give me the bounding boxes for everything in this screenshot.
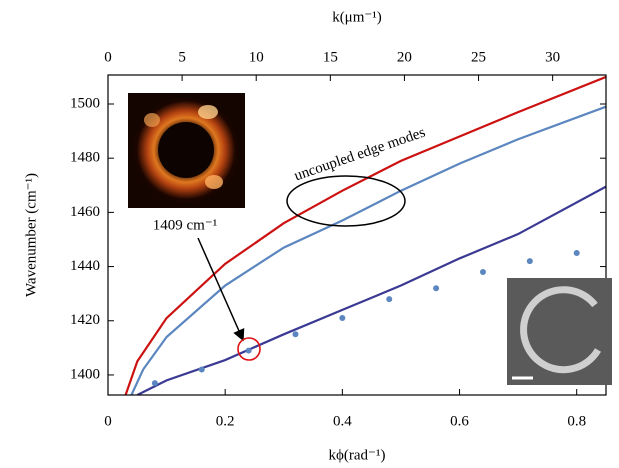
data-point (246, 348, 252, 354)
data-point (527, 258, 533, 264)
y-tick-label: 1420 (70, 312, 100, 328)
x-tick-label: 0.2 (216, 413, 235, 429)
x-tick-label: 0.4 (333, 413, 352, 429)
data-point (386, 296, 392, 302)
chart: Wavenumber (cm⁻¹) kϕ(rad⁻¹) k(μm⁻¹) 1400… (0, 0, 619, 468)
data-point (574, 250, 580, 256)
data-point (480, 269, 486, 275)
x-axis-label: kϕ(rad⁻¹) (329, 447, 386, 463)
data-point (433, 285, 439, 291)
y-tick-label: 1440 (70, 258, 100, 274)
data-point (152, 380, 158, 386)
x2-tick-label: 15 (323, 49, 338, 65)
inset-optical (128, 93, 245, 208)
inset-sem (507, 278, 612, 385)
x2-tick-label: 25 (471, 49, 486, 65)
y-tick-label: 1460 (70, 204, 100, 220)
data-point (339, 315, 345, 321)
x-tick-label: 0 (104, 413, 112, 429)
data-point (292, 331, 298, 337)
y-tick-label: 1500 (70, 95, 100, 111)
y-tick-label: 1480 (70, 150, 100, 166)
annotation: uncoupled edge modes (292, 124, 427, 184)
arrow (198, 238, 243, 340)
x2-axis-label: k(μm⁻¹) (332, 9, 382, 25)
x2-tick-label: 30 (545, 49, 560, 65)
y-tick-label: 1400 (70, 366, 100, 382)
x2-tick-label: 20 (397, 49, 412, 65)
x2-tick-label: 0 (104, 49, 112, 65)
x-tick-label: 0.8 (567, 413, 586, 429)
x2-tick-label: 10 (249, 49, 264, 65)
annotation: 1409 cm⁻¹ (153, 217, 218, 233)
x-tick-label: 0.6 (450, 413, 469, 429)
x2-tick-label: 5 (178, 49, 186, 65)
y-axis-label: Wavenumber (cm⁻¹) (23, 173, 39, 297)
data-point (199, 367, 205, 373)
